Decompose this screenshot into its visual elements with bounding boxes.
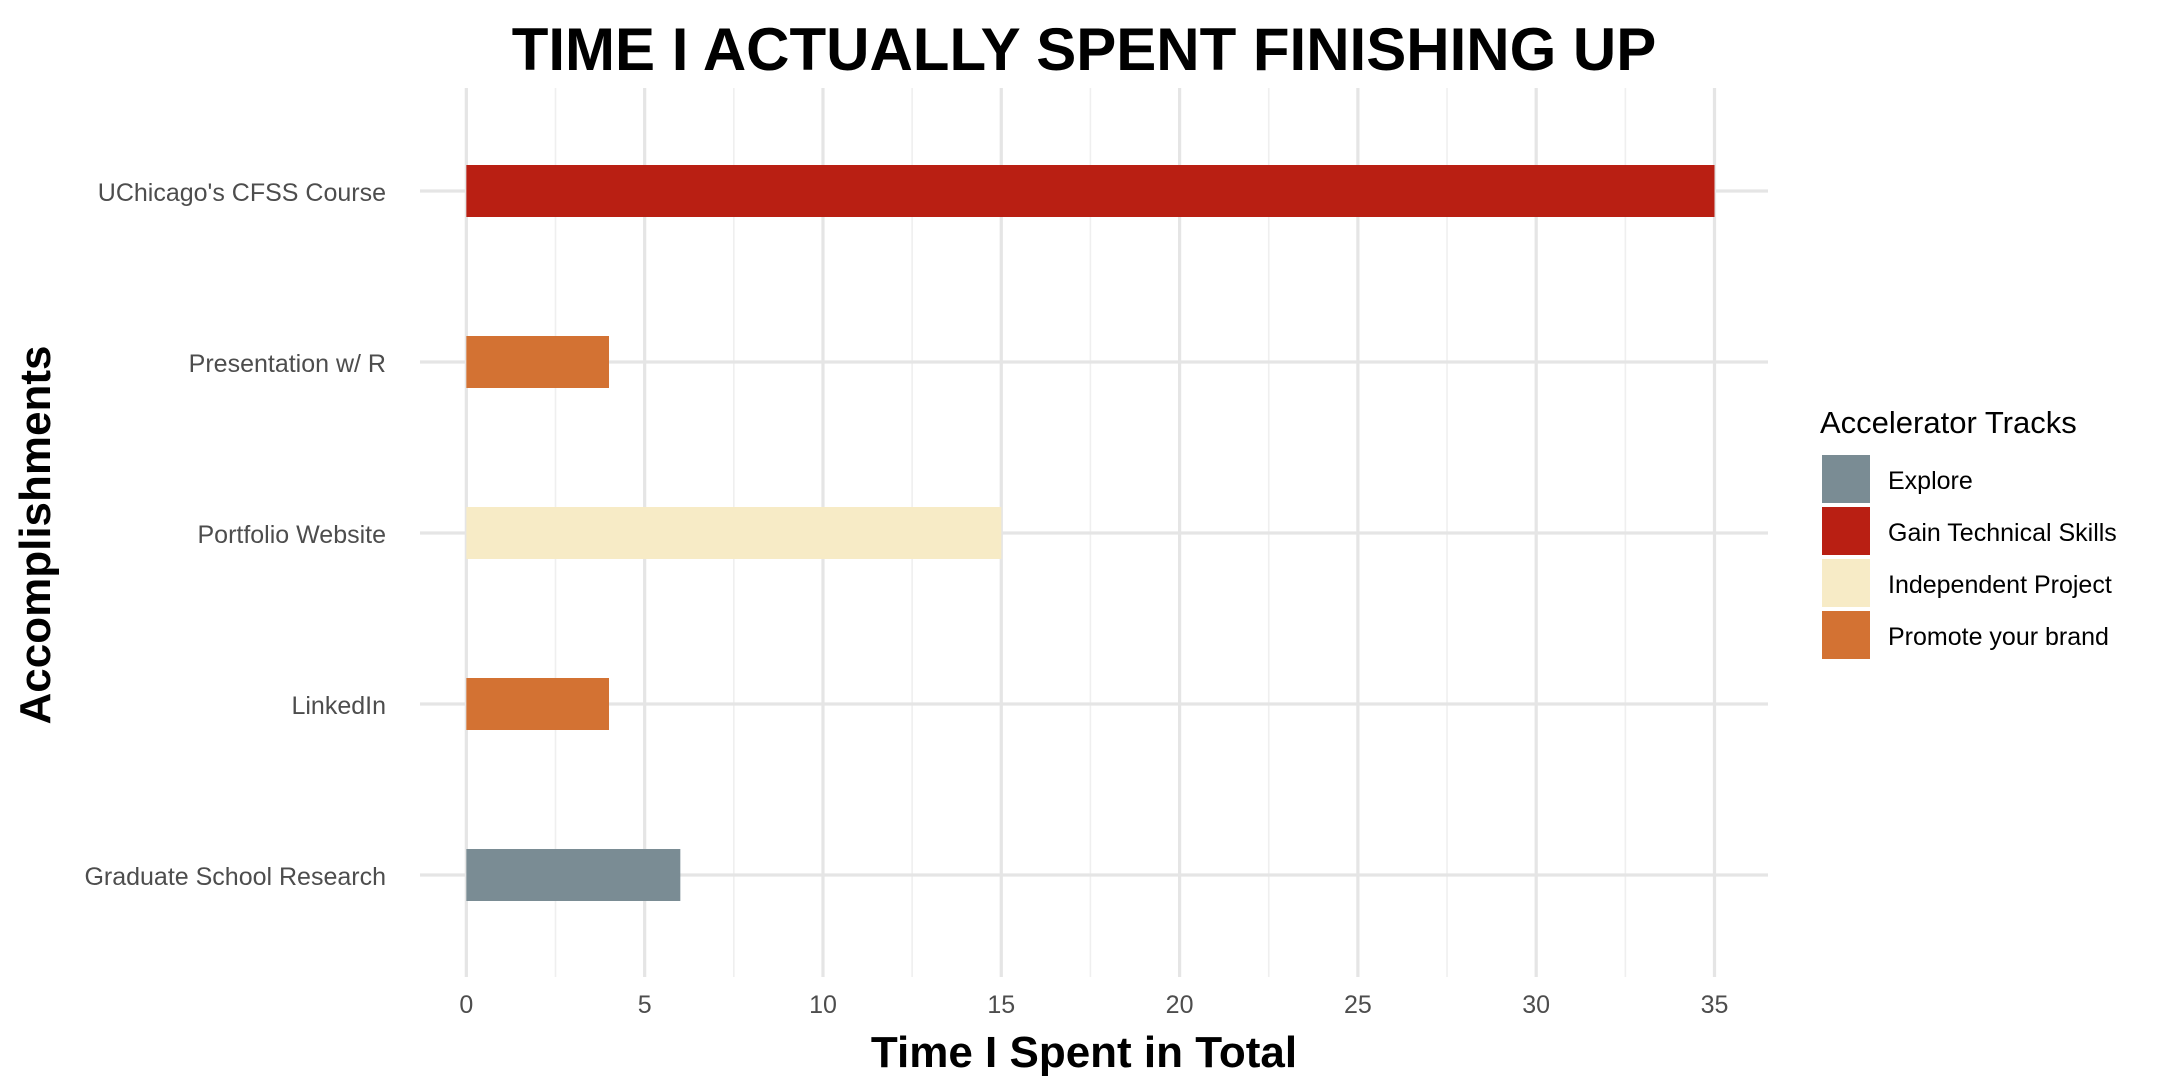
y-tick-label: Graduate School Research (84, 863, 386, 891)
legend-swatch (1822, 611, 1870, 659)
bar (466, 507, 1002, 559)
y-tick-labels: UChicago's CFSS Course Presentation w/ R P… (84, 179, 386, 891)
legend-swatch (1822, 507, 1870, 555)
x-tick-label: 15 (987, 991, 1015, 1019)
x-tick-label: 35 (1701, 991, 1729, 1019)
legend: Accelerator Tracks Explore Gain Technical… (1820, 405, 2117, 659)
bar (466, 165, 1715, 217)
legend-label: Promote your brand (1888, 623, 2109, 651)
bar (466, 849, 681, 901)
legend-label: Independent Project (1888, 571, 2112, 599)
x-tick-label: 0 (459, 991, 473, 1019)
legend-label: Explore (1888, 467, 1973, 495)
x-tick-labels: 0 5 10 15 20 25 30 35 (459, 991, 1728, 1019)
chart-title: TIME I ACTUALLY SPENT FINISHING UP (512, 16, 1657, 83)
y-tick-label: Presentation w/ R (189, 350, 386, 378)
legend-label: Gain Technical Skills (1888, 519, 2117, 547)
y-tick-label: Portfolio Website (197, 521, 386, 549)
legend-title: Accelerator Tracks (1820, 405, 2077, 440)
bar-layer (466, 165, 1715, 901)
x-axis-title: Time I Spent in Total (871, 1028, 1297, 1077)
bar (466, 678, 610, 730)
legend-swatch (1822, 455, 1870, 503)
x-tick-label: 10 (809, 991, 837, 1019)
y-tick-label: UChicago's CFSS Course (98, 179, 386, 207)
bar (466, 336, 610, 388)
legend-swatch (1822, 559, 1870, 607)
x-tick-label: 25 (1344, 991, 1372, 1019)
grid-layer (420, 88, 1768, 977)
y-tick-label: LinkedIn (291, 692, 386, 720)
x-tick-label: 20 (1166, 991, 1194, 1019)
x-tick-label: 30 (1522, 991, 1550, 1019)
y-axis-title: Accomplishments (11, 346, 60, 725)
x-tick-label: 5 (638, 991, 652, 1019)
